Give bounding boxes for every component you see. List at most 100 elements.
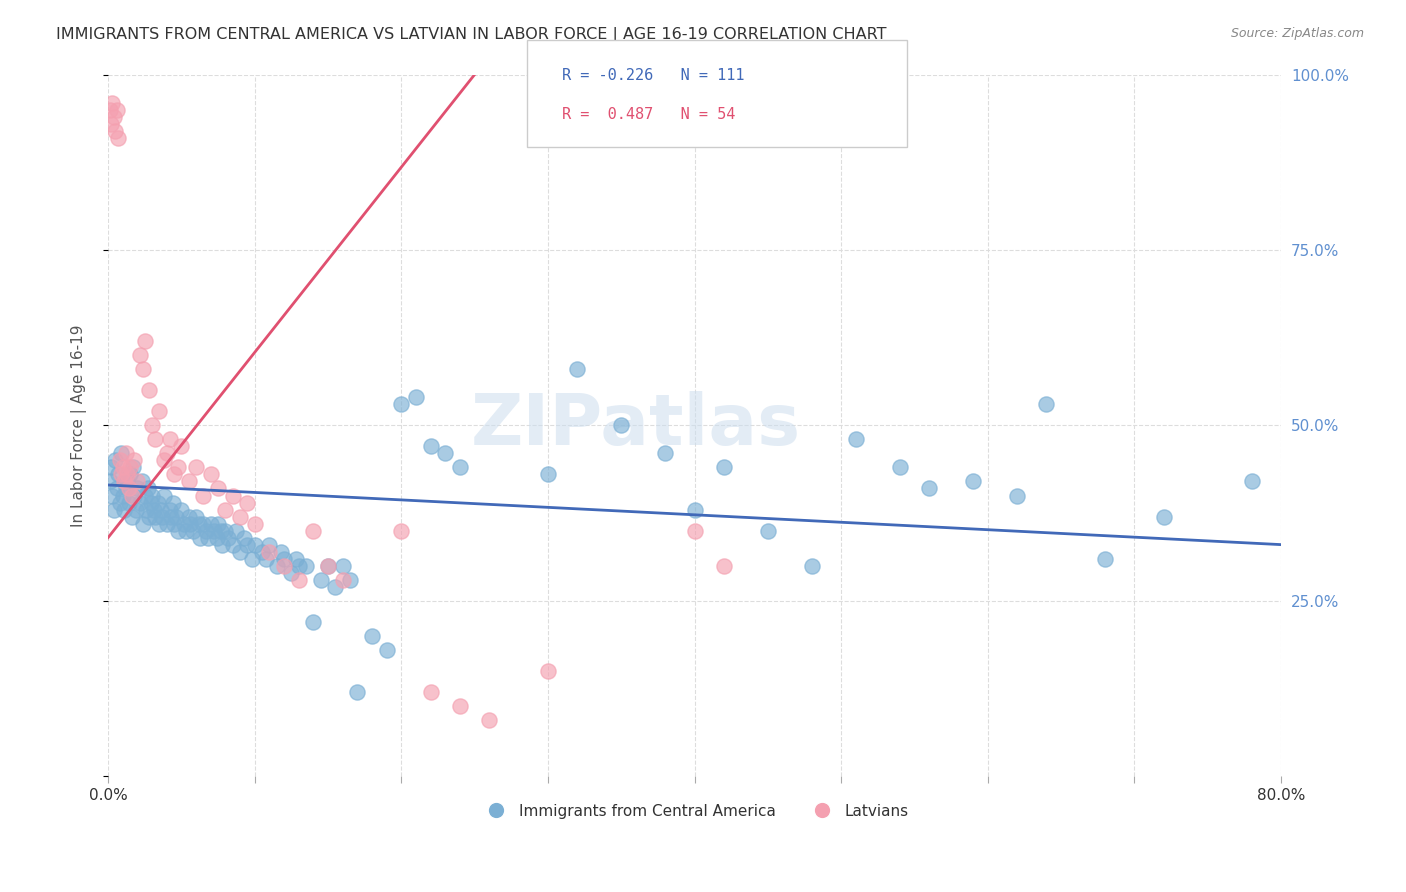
Point	[104, 453, 127, 467]
Point	[1153, 509, 1175, 524]
Point	[167, 460, 190, 475]
Point	[124, 489, 146, 503]
Point	[229, 509, 252, 524]
Point	[389, 524, 412, 538]
Point	[148, 404, 170, 418]
Point	[160, 509, 183, 524]
Point	[98, 475, 121, 489]
Point	[389, 397, 412, 411]
Point	[449, 698, 471, 713]
Point	[150, 509, 173, 524]
Point	[332, 573, 354, 587]
Point	[104, 123, 127, 137]
Point	[280, 566, 302, 580]
Point	[110, 467, 132, 482]
Point	[127, 482, 149, 496]
Point	[162, 495, 184, 509]
Point	[141, 418, 163, 433]
Point	[713, 460, 735, 475]
Point	[654, 446, 676, 460]
Point	[107, 130, 129, 145]
Point	[173, 516, 195, 531]
Point	[112, 502, 135, 516]
Point	[302, 524, 325, 538]
Point	[110, 446, 132, 460]
Point	[159, 433, 181, 447]
Point	[103, 110, 125, 124]
Point	[163, 467, 186, 482]
Point	[1035, 397, 1057, 411]
Point	[114, 482, 136, 496]
Point	[115, 475, 138, 489]
Point	[108, 495, 131, 509]
Point	[152, 489, 174, 503]
Point	[177, 475, 200, 489]
Point	[122, 460, 145, 475]
Point	[361, 629, 384, 643]
Point	[273, 551, 295, 566]
Point	[100, 117, 122, 131]
Point	[190, 531, 212, 545]
Point	[184, 460, 207, 475]
Point	[845, 433, 868, 447]
Point	[170, 502, 193, 516]
Point	[243, 538, 266, 552]
Point	[184, 509, 207, 524]
Point	[120, 460, 142, 475]
Point	[156, 516, 179, 531]
Point	[273, 558, 295, 573]
Point	[419, 439, 441, 453]
Point	[103, 502, 125, 516]
Text: IMMIGRANTS FROM CENTRAL AMERICA VS LATVIAN IN LABOR FORCE | AGE 16-19 CORRELATIO: IMMIGRANTS FROM CENTRAL AMERICA VS LATVI…	[56, 27, 887, 43]
Point	[111, 460, 134, 475]
Point	[143, 433, 166, 447]
Point	[193, 516, 215, 531]
Point	[143, 509, 166, 524]
Point	[302, 615, 325, 629]
Point	[478, 713, 501, 727]
Point	[287, 573, 309, 587]
Point	[316, 558, 339, 573]
Point	[100, 460, 122, 475]
Point	[200, 516, 222, 531]
Point	[1005, 489, 1028, 503]
Point	[148, 516, 170, 531]
Point	[236, 538, 259, 552]
Point	[159, 502, 181, 516]
Point	[146, 495, 169, 509]
Point	[181, 524, 204, 538]
Point	[108, 453, 131, 467]
Point	[259, 538, 281, 552]
Point	[683, 524, 706, 538]
Point	[240, 551, 263, 566]
Point	[211, 538, 233, 552]
Point	[114, 446, 136, 460]
Point	[236, 495, 259, 509]
Point	[918, 482, 941, 496]
Point	[138, 384, 160, 398]
Point	[120, 467, 142, 482]
Text: R =  0.487   N = 54: R = 0.487 N = 54	[562, 107, 735, 121]
Point	[537, 664, 560, 678]
Point	[222, 538, 245, 552]
Point	[434, 446, 457, 460]
Point	[195, 524, 218, 538]
Point	[174, 524, 197, 538]
Point	[136, 482, 159, 496]
Text: Source: ZipAtlas.com: Source: ZipAtlas.com	[1230, 27, 1364, 40]
Point	[124, 453, 146, 467]
Point	[229, 544, 252, 558]
Point	[177, 509, 200, 524]
Point	[132, 516, 155, 531]
Point	[179, 516, 201, 531]
Point	[1240, 475, 1263, 489]
Point	[233, 531, 256, 545]
Point	[117, 495, 139, 509]
Point	[105, 103, 128, 117]
Point	[202, 524, 225, 538]
Point	[250, 544, 273, 558]
Point	[419, 685, 441, 699]
Point	[287, 558, 309, 573]
Point	[152, 453, 174, 467]
Point	[125, 502, 148, 516]
